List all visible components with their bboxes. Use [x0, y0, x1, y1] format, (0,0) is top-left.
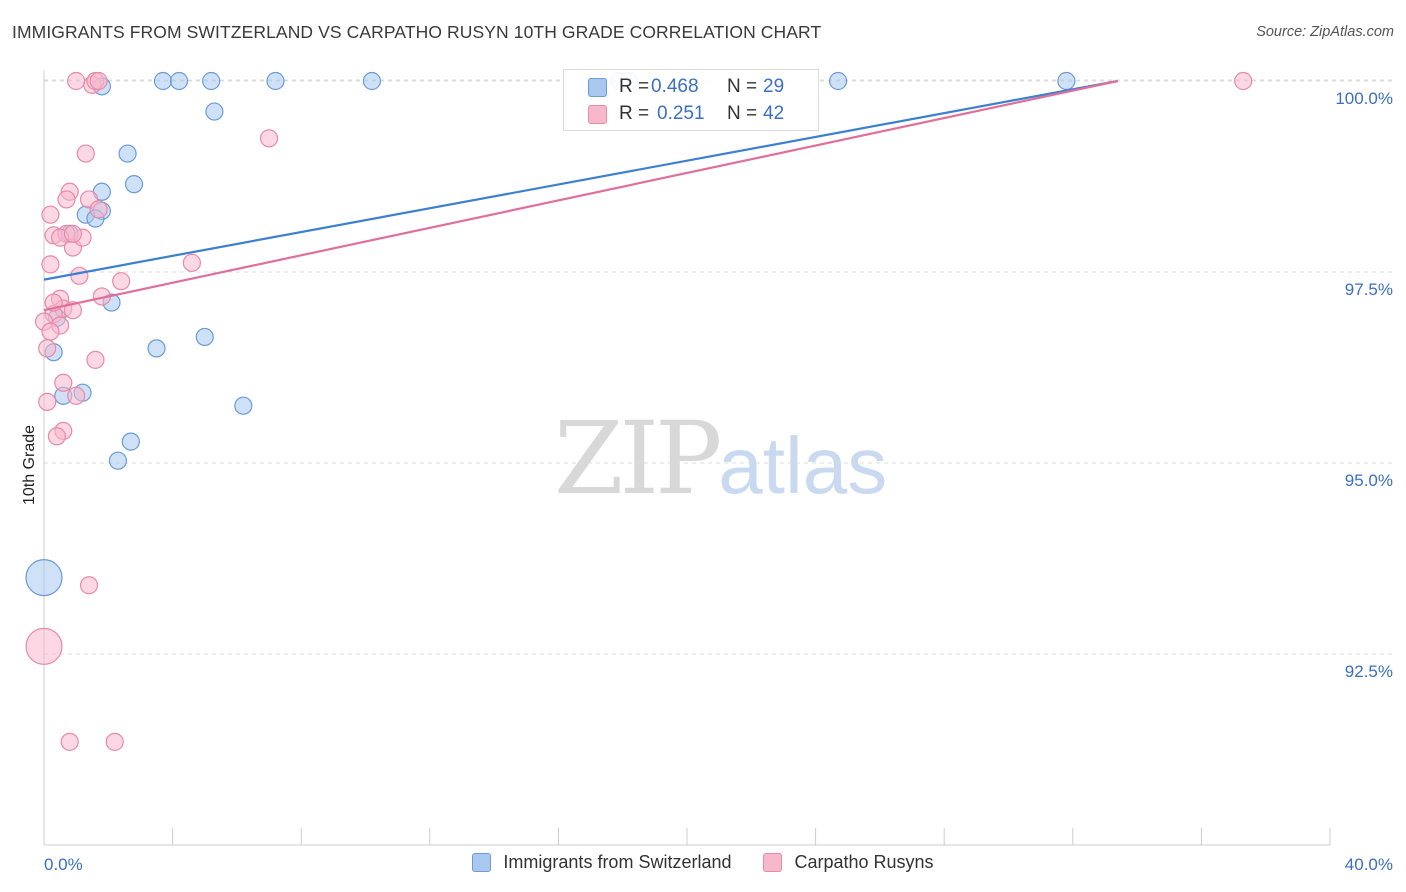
y-tick-label: 97.5% — [1345, 280, 1393, 299]
data-point-blue — [124, 175, 144, 194]
data-point-pink — [38, 392, 57, 411]
watermark: ZIPatlas — [554, 400, 887, 517]
data-point-pink — [89, 200, 108, 219]
x-tick-label: 0.0% — [44, 855, 83, 874]
blue-swatch — [472, 853, 492, 872]
data-point-pink — [25, 627, 63, 665]
watermark-zip: ZIP — [554, 400, 722, 517]
source-label: Source: ZipAtlas.com — [1256, 24, 1394, 40]
watermark-atlas: atlas — [718, 421, 888, 510]
legend-item-switzerland[interactable]: Immigrants from Switzerland — [472, 852, 731, 873]
legend-item-carpatho-rusyns[interactable]: Carpatho Rusyns — [763, 852, 934, 873]
data-point-pink — [60, 732, 79, 751]
n-value: 29 — [763, 76, 785, 97]
data-point-blue — [118, 144, 137, 163]
data-point-blue — [169, 71, 189, 91]
pink-swatch — [763, 853, 783, 872]
data-point-blue — [205, 102, 224, 121]
data-point-blue — [829, 71, 848, 91]
data-point-pink — [41, 322, 60, 341]
data-point-pink — [54, 373, 73, 392]
data-point-blue — [25, 558, 63, 597]
data-point-pink — [70, 266, 89, 285]
data-point-pink — [86, 350, 105, 369]
data-point-pink — [63, 224, 83, 243]
data-point-pink — [67, 71, 86, 91]
pink-swatch — [588, 104, 607, 124]
data-point-blue — [234, 396, 253, 415]
data-point-pink — [182, 253, 201, 272]
data-point-pink — [105, 732, 124, 751]
r-label: R = — [619, 103, 650, 124]
data-point-blue — [195, 327, 214, 347]
r-value: 0.251 — [657, 103, 705, 124]
data-point-blue — [1057, 71, 1076, 91]
y-tick-label: 100.0% — [1335, 89, 1393, 108]
data-point-pink — [67, 386, 86, 405]
data-point-blue — [147, 339, 166, 358]
data-point-pink — [57, 190, 76, 209]
r-label: R = — [619, 76, 650, 97]
data-point-blue — [202, 71, 221, 91]
data-point-pink — [259, 129, 279, 148]
legend-label: Carpatho Rusyns — [794, 852, 934, 872]
data-point-pink — [41, 205, 60, 224]
data-point-pink — [79, 576, 99, 595]
data-point-blue — [108, 451, 128, 470]
data-point-pink — [76, 144, 95, 163]
y-tick-label: 92.5% — [1345, 662, 1393, 681]
n-label: N = — [727, 103, 758, 124]
data-point-pink — [47, 427, 66, 446]
data-point-pink — [89, 71, 108, 91]
y-tick-label: 95.0% — [1345, 471, 1393, 490]
y-axis-label: 10th Grade — [21, 424, 38, 506]
legend-label: Immigrants from Switzerland — [503, 852, 732, 872]
data-point-pink — [112, 272, 131, 291]
stats-legend: R = 0.468 N = 29 R = 0.251 N = 42 — [563, 69, 819, 131]
series-legend: Immigrants from Switzerland Carpatho Rus… — [0, 852, 1406, 873]
data-point-pink — [1234, 71, 1253, 91]
data-point-blue — [362, 71, 382, 91]
data-point-blue — [266, 71, 285, 91]
data-point-pink — [41, 255, 60, 274]
data-point-blue — [121, 432, 140, 451]
trend-line-pink — [43, 79, 1119, 312]
stats-legend-row-blue: R = 0.468 N = 29 — [588, 75, 784, 99]
n-label: N = — [727, 76, 758, 97]
data-point-pink — [38, 339, 57, 358]
stats-legend-row-pink: R = 0.251 N = 42 — [588, 102, 784, 126]
n-value: 42 — [763, 103, 785, 124]
data-point-blue — [153, 71, 173, 91]
x-tick-label: 40.0% — [1345, 855, 1393, 874]
r-value: 0.468 — [651, 76, 699, 97]
blue-swatch — [588, 77, 607, 97]
trend-line-blue — [43, 79, 1119, 281]
chart-title: IMMIGRANTS FROM SWITZERLAND VS CARPATHO … — [12, 22, 822, 42]
